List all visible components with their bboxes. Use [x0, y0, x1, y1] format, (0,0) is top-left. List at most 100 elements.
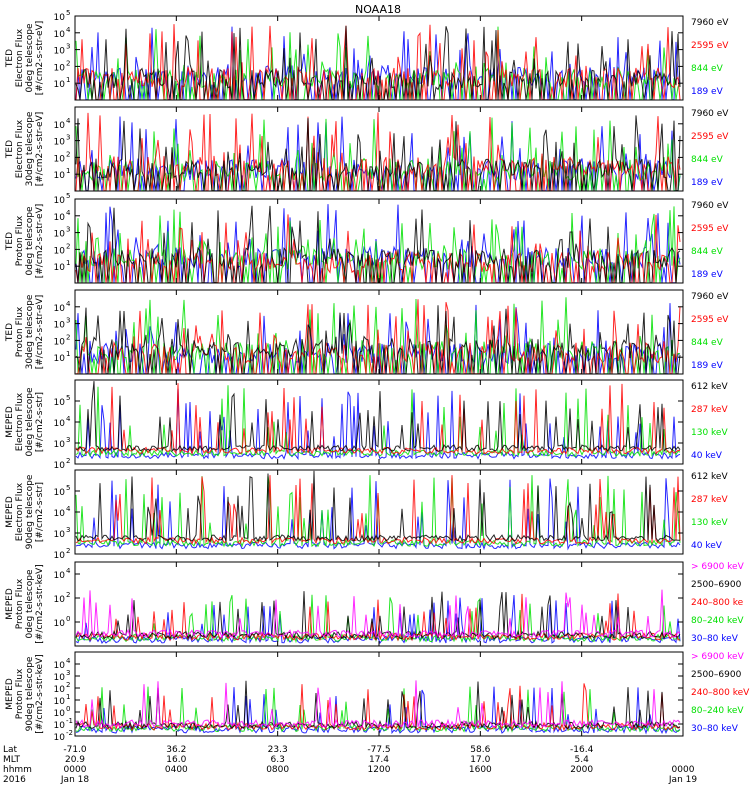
y-axis-label: 30deg telescope — [25, 111, 35, 186]
x-axis-row-label: MLT — [3, 755, 21, 765]
y-tick-exponent: 4 — [66, 657, 71, 665]
legend-entry: 7960 eV — [691, 18, 729, 28]
y-axis-label: 90deg telescope — [25, 474, 35, 549]
x-axis-tick-label: 0800 — [266, 765, 289, 775]
y-tick-exponent: 1 — [66, 259, 70, 267]
legend-entry: 40 keV — [691, 541, 723, 551]
legend-entry: 30–80 keV — [691, 724, 739, 734]
legend-entry: 240–800 keV — [691, 688, 750, 698]
y-tick-exponent: 5 — [66, 484, 70, 492]
trace-189-ev — [75, 116, 681, 192]
legend-entry: 2595 eV — [691, 41, 729, 51]
y-tick-exponent: 3 — [66, 134, 70, 142]
y-axis-label: MEPED — [5, 588, 15, 620]
legend-entry: 7960 eV — [691, 201, 729, 211]
legend-entry: > 6900 keV — [691, 652, 745, 662]
y-axis-label: TED — [5, 232, 15, 251]
y-tick-label: 10 — [54, 337, 66, 347]
legend-entry: 7960 eV — [691, 292, 729, 302]
panel-4-traces — [75, 297, 681, 375]
trace-287-kev — [75, 475, 681, 546]
x-axis-row-label: Lat — [3, 745, 18, 755]
y-axis-label: Proton Flux — [15, 668, 25, 719]
y-tick-exponent: 5 — [66, 394, 70, 402]
legend-entry: 80–240 keV — [691, 616, 744, 626]
y-tick-exponent: 3 — [66, 226, 70, 234]
y-tick-exponent: 2 — [66, 591, 70, 599]
y-tick-exponent: 1 — [66, 693, 70, 701]
y-axis-label: 0deg telescope — [25, 387, 35, 457]
x-axis-tick-label: 0400 — [165, 765, 188, 775]
y-tick-label: 10 — [54, 697, 66, 707]
y-tick-label: 10 — [54, 63, 66, 73]
y-tick-label: 10 — [54, 721, 66, 731]
legend-entry: 130 keV — [691, 428, 728, 438]
y-tick-exponent: 0 — [66, 705, 70, 713]
legend-entry: 612 keV — [691, 472, 728, 482]
y-axis-label: [#/cm2-s-str-eV] — [35, 112, 45, 187]
y-tick-label: 10 — [54, 171, 66, 181]
legend-entry: 130 keV — [691, 518, 728, 528]
y-axis-label: TED — [5, 49, 15, 68]
legend-entry: 2595 eV — [691, 132, 729, 142]
y-tick-exponent: 2 — [66, 242, 70, 250]
y-tick-label: 10 — [54, 551, 66, 561]
y-tick-label: 10 — [54, 733, 66, 743]
y-tick-label: 10 — [54, 419, 66, 429]
y-tick-label: 10 — [54, 619, 66, 629]
y-tick-label: 10 — [54, 80, 66, 90]
panel-3-traces — [75, 204, 681, 284]
trace-2595-ev — [75, 24, 681, 101]
trace-30-80-kev — [75, 595, 681, 645]
panel-1-traces — [75, 24, 681, 101]
y-axis-label: [#/cm2-s-str-eV] — [35, 295, 45, 370]
y-axis-label: Electron Flux — [15, 119, 25, 178]
y-axis-label: Electron Flux — [15, 482, 25, 541]
figure-title: NOAA18 — [355, 3, 401, 16]
y-axis-label: [#/cm2-s-str] — [35, 392, 45, 452]
y-axis-label: Electron Flux — [15, 392, 25, 451]
x-axis-tick-label: 2000 — [570, 765, 593, 775]
y-tick-label: 10 — [54, 354, 66, 364]
y-tick-label: 10 — [54, 571, 66, 581]
y-tick-exponent: 2 — [66, 681, 70, 689]
y-tick-label: 10 — [54, 138, 66, 148]
y-tick-exponent: 3 — [66, 317, 70, 325]
y-tick-label: 10 — [54, 246, 66, 256]
y-tick-label: 10 — [54, 230, 66, 240]
trace-7960-ev — [75, 305, 681, 375]
y-axis-label: [#/cm2-s-str-eV] — [35, 21, 45, 96]
y-axis-label: 30deg telescope — [25, 294, 35, 369]
y-tick-label: 10 — [54, 196, 66, 206]
x-axis-tick-label: 23.3 — [268, 745, 288, 755]
x-axis-tick-label: -77.5 — [367, 745, 390, 755]
y-axis-label: MEPED — [5, 496, 15, 528]
y-tick-label: 10 — [54, 530, 66, 540]
y-tick-exponent: 2 — [66, 547, 70, 555]
y-tick-label: 10 — [54, 673, 66, 683]
y-axis-label: TED — [5, 140, 15, 159]
legend-entry: 2595 eV — [691, 315, 729, 325]
y-tick-exponent: 3 — [66, 526, 70, 534]
legend-entry: 40 keV — [691, 451, 723, 461]
trace-2500-6900 — [75, 591, 681, 641]
y-tick-exponent: 1 — [66, 76, 70, 84]
x-axis-row-label: hhmm — [3, 765, 32, 775]
y-axis-label: MEPED — [5, 678, 15, 710]
legend-entry: 2500–6900 — [691, 670, 742, 680]
y-axis-label: 0deg telescope — [25, 23, 35, 93]
trace--6900-kev — [75, 680, 681, 729]
y-tick-exponent: 1 — [66, 350, 70, 358]
legend-entry: 844 eV — [691, 155, 724, 165]
y-axis-label: TED — [5, 323, 15, 342]
y-tick-label: 10 — [54, 263, 66, 273]
y-axis-label: [#/cm2-s-str] — [35, 482, 45, 542]
legend-entry: 189 eV — [691, 361, 724, 371]
x-axis-tick-label: 0000 — [64, 765, 87, 775]
legend-entry: 612 keV — [691, 382, 728, 392]
y-axis-label: 90deg telescope — [25, 656, 35, 731]
